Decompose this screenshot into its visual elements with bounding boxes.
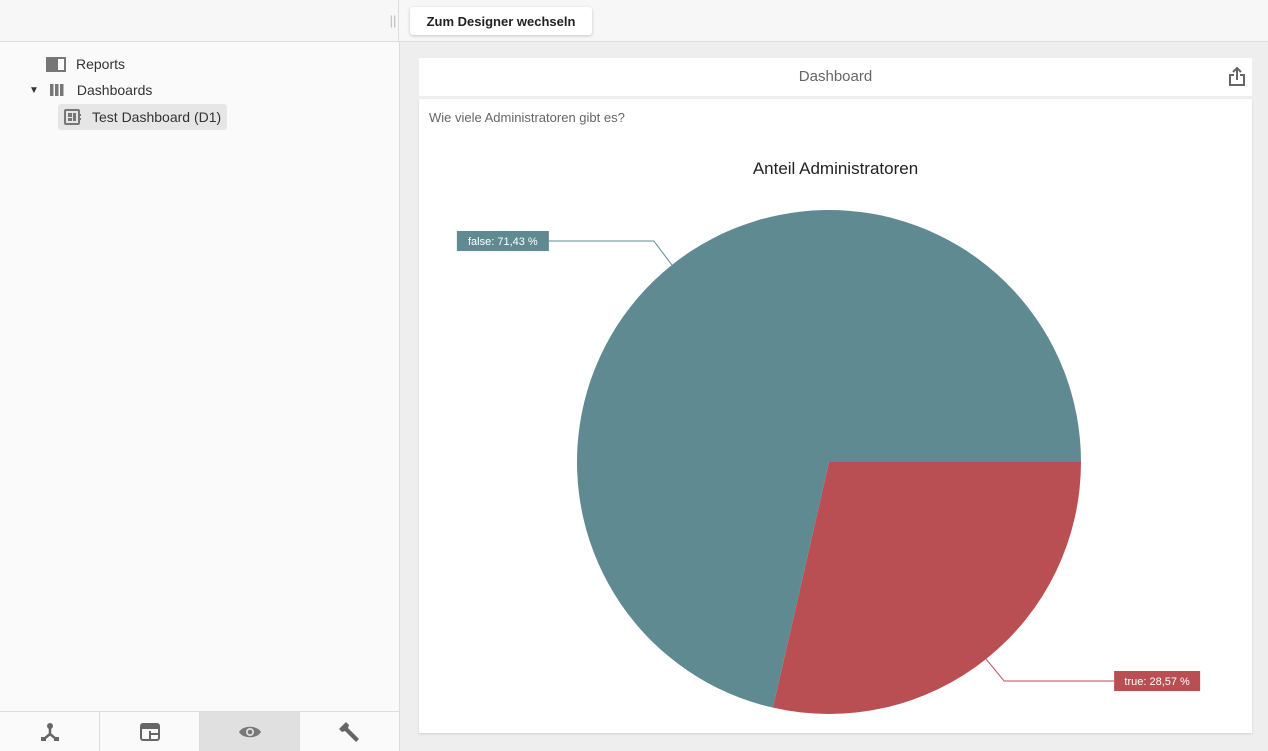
pie-label-connector xyxy=(548,240,673,266)
tree-item-label: Test Dashboard (D1) xyxy=(92,109,222,125)
tab-hierarchy[interactable] xyxy=(0,712,100,751)
pie-label-box xyxy=(456,230,549,251)
sidebar: Reports ▼ Dashboards Test Dashboard (D1) xyxy=(0,42,400,751)
dashboard-icon xyxy=(64,109,81,125)
pie-data-label: true: 28,57 % xyxy=(1124,676,1190,688)
eye-icon xyxy=(238,726,261,737)
tree-item-label: Dashboards xyxy=(76,82,153,98)
pie-data-label: false: 71,43 % xyxy=(468,236,538,248)
pie-label-connector xyxy=(985,658,1115,682)
tree-item-reports[interactable]: Reports xyxy=(46,52,125,76)
tree-item-test-dashboard[interactable]: Test Dashboard (D1) xyxy=(58,104,228,130)
chart-title: Anteil Administratoren xyxy=(752,159,919,178)
tree-item-label: Reports xyxy=(76,56,126,72)
dashboard-title: Dashboard xyxy=(798,68,873,85)
pie-chart: true: 28,57 % false: 71,43 % xyxy=(456,210,1201,714)
wrench-icon xyxy=(338,721,359,742)
tab-settings[interactable] xyxy=(300,712,399,751)
top-toolbar: || Zum Designer wechseln xyxy=(0,0,1268,42)
bottom-tab-bar xyxy=(0,711,399,751)
tab-layout[interactable] xyxy=(100,712,200,751)
switch-to-designer-button[interactable]: Zum Designer wechseln xyxy=(410,7,592,35)
pie-slice-false[interactable] xyxy=(577,210,1081,708)
layout-icon xyxy=(139,722,160,741)
book-icon xyxy=(46,57,66,72)
hierarchy-icon xyxy=(40,722,59,741)
pie-slice-true[interactable] xyxy=(772,462,1081,714)
panel-splitter-handle[interactable]: || xyxy=(388,0,399,41)
columns-icon xyxy=(49,84,64,96)
expand-arrow-icon[interactable]: ▼ xyxy=(29,84,39,96)
dashboard-header: Dashboard xyxy=(419,58,1252,96)
tree-item-dashboards[interactable]: ▼ Dashboards xyxy=(29,78,152,102)
pie-label-box xyxy=(1114,671,1201,692)
chart-card: Wie viele Administratoren gibt es? Antei… xyxy=(419,99,1252,733)
share-icon[interactable] xyxy=(1228,67,1246,87)
chart-question: Wie viele Administratoren gibt es? xyxy=(429,110,625,125)
tab-preview[interactable] xyxy=(200,712,300,751)
